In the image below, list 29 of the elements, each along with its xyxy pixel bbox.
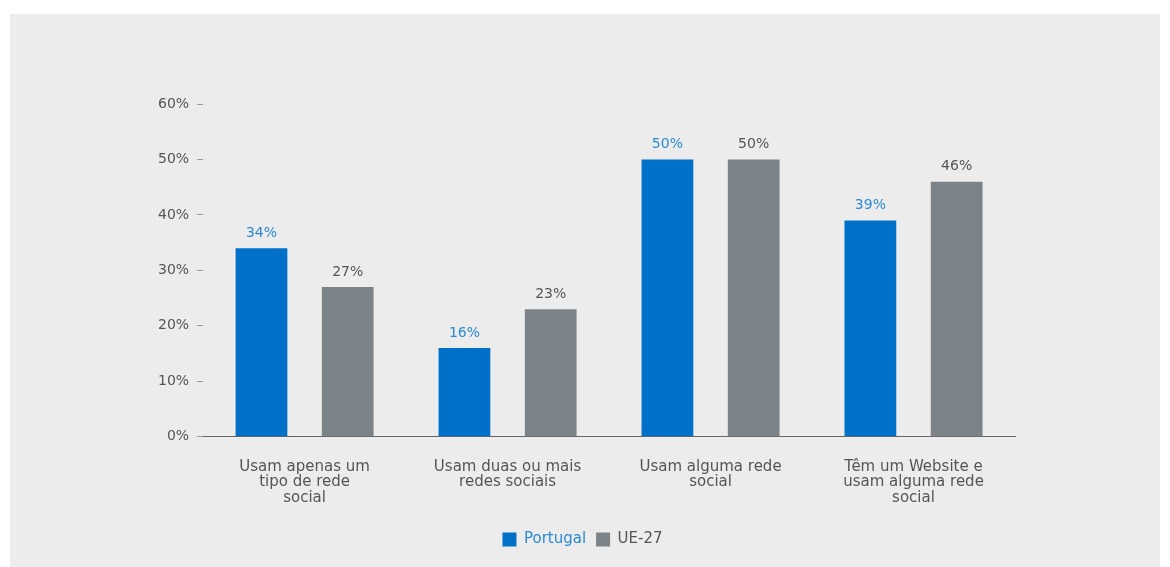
x-tick-label: Têm um Website e usam alguma rede social [843,456,984,507]
y-tick-label: 40% [157,205,190,222]
y-tick-label: 60% [157,94,190,111]
data-label: 16% [448,323,480,340]
data-label: 27% [332,262,364,279]
bar [727,159,780,437]
data-label: 34% [245,223,278,240]
data-label: 46% [941,157,973,174]
legend-label: UE-27 [617,529,663,548]
x-tick-label: Usam alguma rede social [639,456,782,491]
x-tick-label: Usam duas ou mais redes sociais [433,456,582,491]
data-label: 50% [651,135,683,152]
bar [641,159,694,437]
bar [524,309,577,437]
bar [438,348,491,437]
y-tick-label: 0% [166,427,190,444]
bar [321,287,374,437]
y-tick-label: 20% [157,316,190,333]
data-label: 50% [738,135,770,152]
bar [930,181,983,437]
y-tick-label: 10% [157,371,190,388]
bar [235,248,288,437]
data-label: 39% [854,196,886,213]
bar [844,220,897,437]
data-label: 23% [535,284,567,301]
legend-label: Portugal [523,529,587,548]
x-tick-label: Usam apenas um tipo de rede social [239,456,370,507]
y-tick-label: 30% [157,261,190,278]
y-tick-label: 50% [157,150,190,167]
